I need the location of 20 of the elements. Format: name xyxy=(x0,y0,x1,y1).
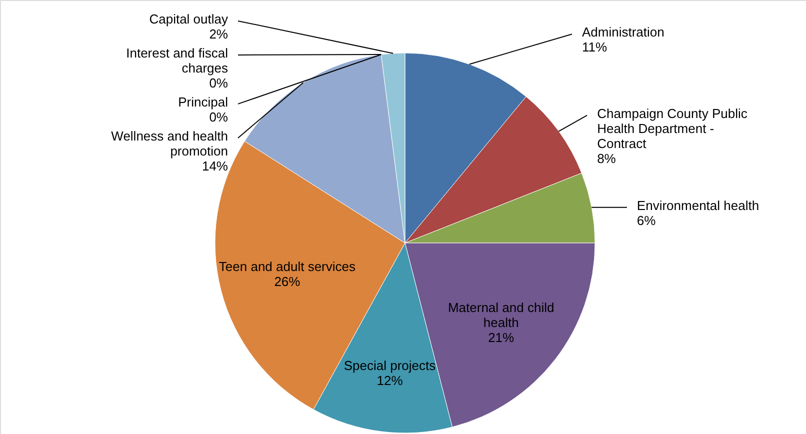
data-label: 21% xyxy=(488,330,515,346)
data-label: 12% xyxy=(376,372,404,388)
slice-label: Environmental health xyxy=(636,198,760,213)
category-label: Principal xyxy=(178,94,228,110)
slice-label: Administration xyxy=(582,24,664,40)
data-label: 14% xyxy=(202,158,228,174)
data-label: 26% xyxy=(274,274,301,290)
slice-label: Maternal and child health xyxy=(448,300,554,330)
data-label: 8% xyxy=(597,150,616,166)
slice-label: Teen and adult services xyxy=(218,259,356,274)
slice-label: Capital outlay xyxy=(149,11,228,26)
category-label: Interest and fiscal charges xyxy=(126,45,228,76)
text: 0% xyxy=(209,109,228,124)
slice-label: Wellness and health promotion xyxy=(111,128,228,158)
data-label: 2% xyxy=(209,26,228,42)
text: 0% xyxy=(209,75,228,90)
slice-label: Champaign County Public Health Department - Contract xyxy=(597,106,748,151)
data-label: 6% xyxy=(636,212,656,228)
slice-label: Special projects xyxy=(344,358,436,373)
data-label: 11% xyxy=(582,40,608,55)
